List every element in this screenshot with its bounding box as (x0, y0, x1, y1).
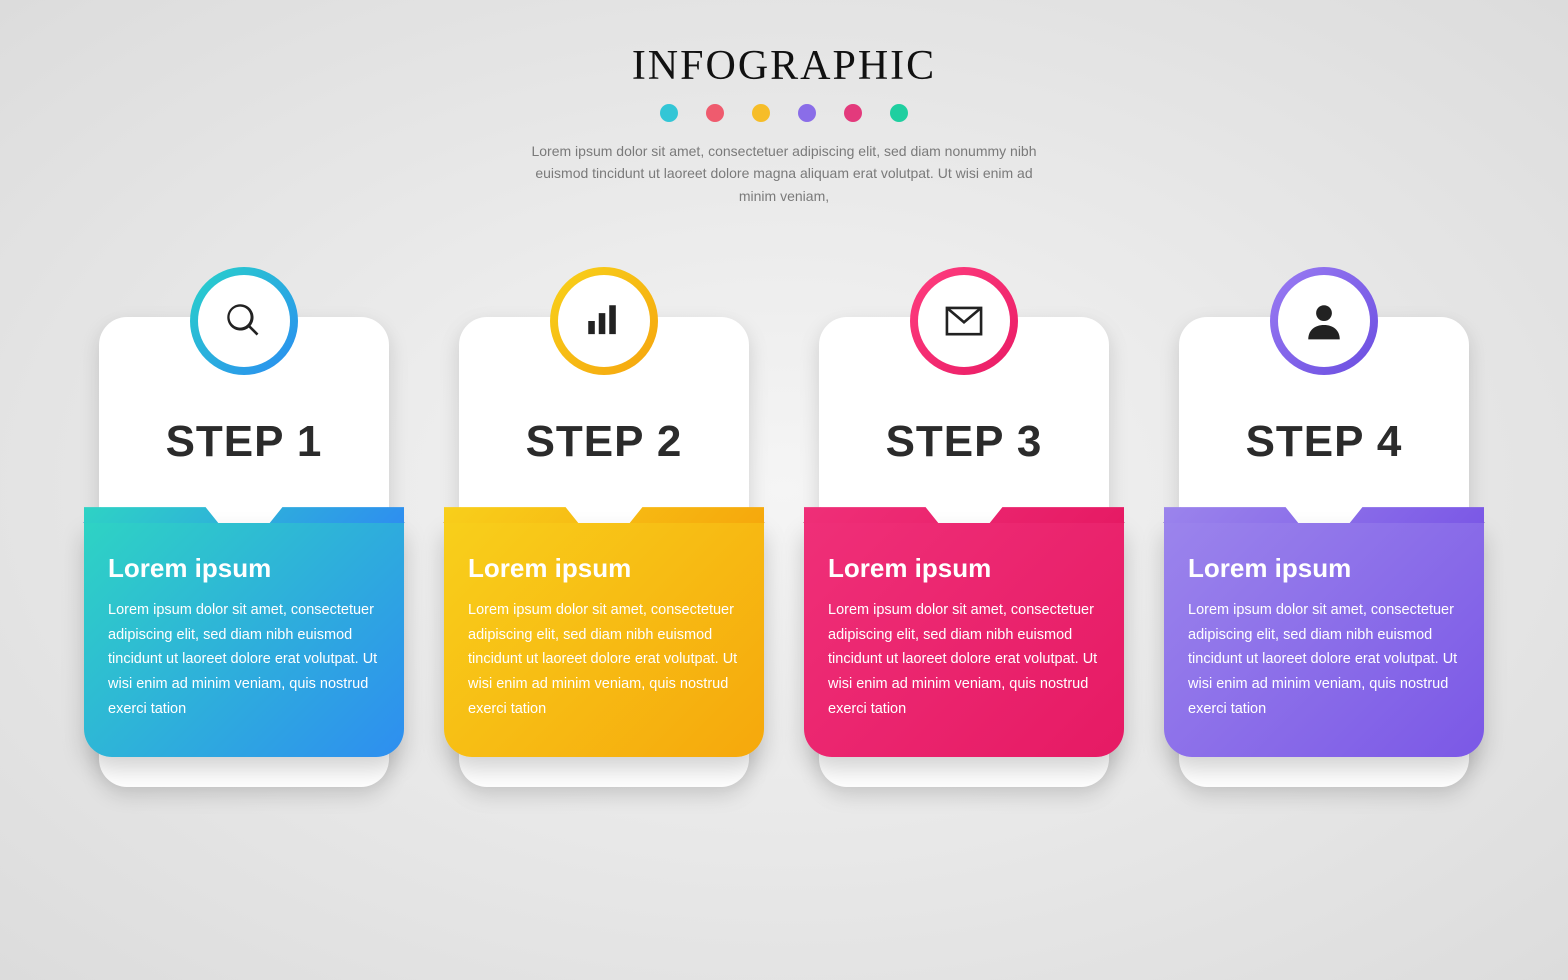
pocket-title: Lorem ipsum (108, 553, 380, 584)
legend-dot (844, 104, 862, 122)
step-card-2: STEP 2 Lorem ipsum Lorem ipsum dolor sit a… (444, 267, 764, 757)
pocket-body: Lorem ipsum dolor sit amet, consectetuer… (1188, 598, 1460, 721)
page-subtitle: Lorem ipsum dolor sit amet, consectetuer… (524, 140, 1044, 207)
header: INFOGRAPHIC Lorem ipsum dolor sit amet, … (524, 42, 1044, 207)
bar-chart-icon (558, 275, 650, 367)
color-dots (524, 104, 1044, 122)
legend-dot (890, 104, 908, 122)
pocket: Lorem ipsum Lorem ipsum dolor sit amet, c… (1164, 523, 1484, 757)
icon-ring (910, 267, 1018, 375)
pocket: Lorem ipsum Lorem ipsum dolor sit amet, c… (804, 523, 1124, 757)
step-card-4: STEP 4 Lorem ipsum Lorem ipsum dolor sit a… (1164, 267, 1484, 757)
icon-ring (190, 267, 298, 375)
step-label: STEP 3 (886, 417, 1043, 467)
pocket: Lorem ipsum Lorem ipsum dolor sit amet, c… (84, 523, 404, 757)
pocket-title: Lorem ipsum (828, 553, 1100, 584)
step-label: STEP 2 (526, 417, 683, 467)
pocket-body: Lorem ipsum dolor sit amet, consectetuer… (828, 598, 1100, 721)
pocket-title: Lorem ipsum (1188, 553, 1460, 584)
legend-dot (798, 104, 816, 122)
legend-dot (660, 104, 678, 122)
step-label: STEP 1 (166, 417, 323, 467)
user-icon (1278, 275, 1370, 367)
pocket: Lorem ipsum Lorem ipsum dolor sit amet, c… (444, 523, 764, 757)
pocket-body: Lorem ipsum dolor sit amet, consectetuer… (468, 598, 740, 721)
step-label: STEP 4 (1246, 417, 1403, 467)
search-icon (198, 275, 290, 367)
page-title: INFOGRAPHIC (524, 42, 1044, 90)
legend-dot (752, 104, 770, 122)
steps-row: STEP 1 Lorem ipsum Lorem ipsum dolor sit a… (84, 267, 1484, 757)
icon-ring (550, 267, 658, 375)
pocket-title: Lorem ipsum (468, 553, 740, 584)
icon-ring (1270, 267, 1378, 375)
pocket-body: Lorem ipsum dolor sit amet, consectetuer… (108, 598, 380, 721)
step-card-1: STEP 1 Lorem ipsum Lorem ipsum dolor sit a… (84, 267, 404, 757)
step-card-3: STEP 3 Lorem ipsum Lorem ipsum dolor sit a… (804, 267, 1124, 757)
legend-dot (706, 104, 724, 122)
mail-icon (918, 275, 1010, 367)
